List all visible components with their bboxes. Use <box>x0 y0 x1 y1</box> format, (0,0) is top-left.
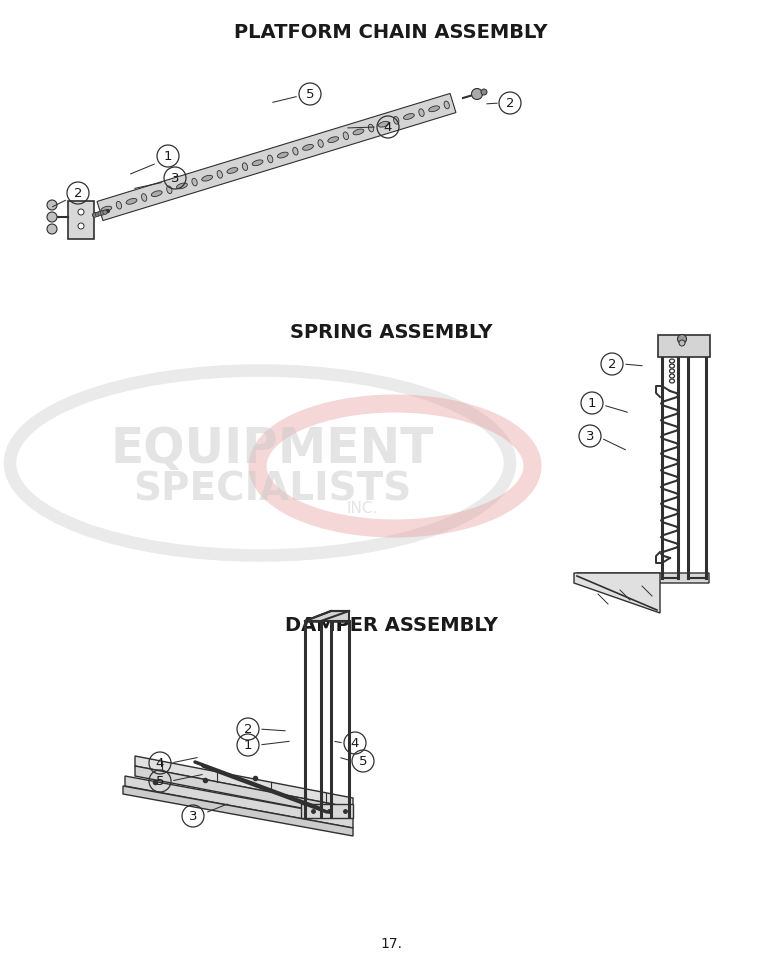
Text: 5: 5 <box>305 87 314 101</box>
Circle shape <box>47 224 57 234</box>
Ellipse shape <box>343 132 348 140</box>
Ellipse shape <box>142 193 146 201</box>
Circle shape <box>679 340 685 346</box>
Ellipse shape <box>227 168 238 174</box>
Ellipse shape <box>151 190 162 196</box>
Circle shape <box>481 89 487 95</box>
Circle shape <box>47 212 57 222</box>
Circle shape <box>96 212 99 217</box>
Circle shape <box>677 334 687 344</box>
Text: 5: 5 <box>156 775 164 787</box>
Polygon shape <box>574 573 660 613</box>
Ellipse shape <box>101 206 112 212</box>
Ellipse shape <box>202 176 212 182</box>
Text: 2: 2 <box>506 96 514 110</box>
Circle shape <box>98 212 103 216</box>
Text: 17.: 17. <box>380 937 402 951</box>
Circle shape <box>78 209 84 215</box>
Ellipse shape <box>116 201 121 209</box>
Text: 2: 2 <box>608 357 616 371</box>
Text: 4: 4 <box>351 736 359 750</box>
Polygon shape <box>123 786 353 836</box>
Polygon shape <box>305 611 349 621</box>
Ellipse shape <box>403 114 414 119</box>
Ellipse shape <box>268 155 272 163</box>
Text: INC.: INC. <box>346 500 377 516</box>
Polygon shape <box>660 343 708 351</box>
Text: 3: 3 <box>171 172 179 184</box>
Ellipse shape <box>444 101 449 109</box>
Circle shape <box>103 210 107 215</box>
Ellipse shape <box>428 106 439 112</box>
Text: 1: 1 <box>244 739 252 752</box>
Ellipse shape <box>328 137 338 143</box>
Polygon shape <box>135 756 353 808</box>
Ellipse shape <box>369 124 373 132</box>
Text: SPECIALISTS: SPECIALISTS <box>133 470 411 508</box>
Text: 4: 4 <box>384 120 392 133</box>
Polygon shape <box>125 776 353 828</box>
Ellipse shape <box>242 163 247 171</box>
FancyBboxPatch shape <box>68 201 94 239</box>
Text: 5: 5 <box>359 754 367 767</box>
Ellipse shape <box>126 198 137 204</box>
Ellipse shape <box>192 179 197 185</box>
Text: 4: 4 <box>156 756 164 769</box>
Text: 3: 3 <box>189 810 197 822</box>
Ellipse shape <box>302 145 313 151</box>
Text: DAMPER ASSEMBLY: DAMPER ASSEMBLY <box>284 616 497 635</box>
Ellipse shape <box>252 160 263 166</box>
Circle shape <box>471 88 482 99</box>
FancyBboxPatch shape <box>658 335 710 357</box>
Polygon shape <box>97 93 456 220</box>
Circle shape <box>100 211 105 216</box>
Text: EQUIPMENT: EQUIPMENT <box>110 425 434 473</box>
Ellipse shape <box>293 148 298 155</box>
Text: 3: 3 <box>586 429 594 443</box>
Circle shape <box>93 213 97 218</box>
Ellipse shape <box>277 152 288 158</box>
Text: 2: 2 <box>244 722 252 735</box>
Ellipse shape <box>353 129 364 135</box>
Ellipse shape <box>167 186 172 193</box>
Ellipse shape <box>176 183 187 188</box>
Circle shape <box>78 223 84 229</box>
FancyBboxPatch shape <box>301 804 353 818</box>
Circle shape <box>47 200 57 210</box>
Text: 2: 2 <box>74 186 82 199</box>
Polygon shape <box>577 573 709 583</box>
Polygon shape <box>135 766 353 818</box>
Text: 1: 1 <box>164 150 172 162</box>
Text: PLATFORM CHAIN ASSEMBLY: PLATFORM CHAIN ASSEMBLY <box>234 23 548 42</box>
Ellipse shape <box>394 117 399 124</box>
Text: SPRING ASSEMBLY: SPRING ASSEMBLY <box>290 323 493 342</box>
Text: 1: 1 <box>588 396 596 410</box>
Ellipse shape <box>419 109 424 117</box>
Ellipse shape <box>318 140 323 148</box>
Ellipse shape <box>217 171 222 178</box>
Ellipse shape <box>378 121 389 127</box>
